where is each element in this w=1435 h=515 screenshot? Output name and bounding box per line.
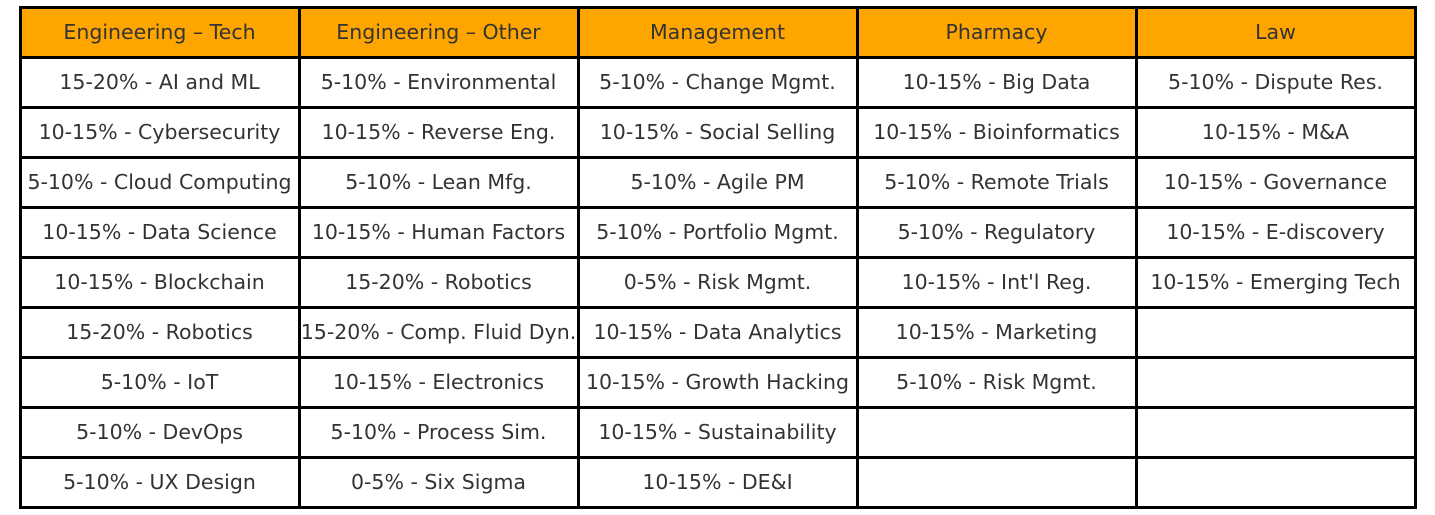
header-cell: Engineering – Other — [299, 7, 578, 57]
table-cell: 5-10% - DevOps — [20, 407, 299, 457]
grid-line-vertical — [576, 5, 580, 509]
grid-line-horizontal — [18, 455, 1417, 459]
table-cell: 10-15% - Governance — [1136, 157, 1415, 207]
table-cell — [1136, 407, 1415, 457]
table-cell — [1136, 307, 1415, 357]
table-cell: 10-15% - Growth Hacking — [578, 357, 857, 407]
grid-line-vertical — [18, 5, 22, 509]
table-cell: 10-15% - Marketing — [857, 307, 1136, 357]
table-cell: 10-15% - Social Selling — [578, 107, 857, 157]
grid-line-vertical — [1413, 5, 1417, 509]
table-cell: 10-15% - Big Data — [857, 57, 1136, 107]
grid-line-horizontal — [18, 155, 1417, 159]
table-cell — [1136, 357, 1415, 407]
grid-line-horizontal — [18, 405, 1417, 409]
table-cell: 10-15% - M&A — [1136, 107, 1415, 157]
table-cell: 5-10% - Agile PM — [578, 157, 857, 207]
grid-line-horizontal — [18, 355, 1417, 359]
table-cell: 10-15% - Human Factors — [299, 207, 578, 257]
table-cell: 0-5% - Six Sigma — [299, 457, 578, 507]
table-cell: 10-15% - Blockchain — [20, 257, 299, 307]
grid-line-horizontal — [18, 105, 1417, 109]
table-cell — [857, 457, 1136, 507]
table-cell: 10-15% - E-discovery — [1136, 207, 1415, 257]
table-cell: 10-15% - Data Analytics — [578, 307, 857, 357]
table-cell: 15-20% - Comp. Fluid Dyn. — [299, 307, 578, 357]
table-cell: 10-15% - Electronics — [299, 357, 578, 407]
table-cell: 15-20% - Robotics — [20, 307, 299, 357]
header-cell: Law — [1136, 7, 1415, 57]
table-cell: 5-10% - Cloud Computing — [20, 157, 299, 207]
grid-line-horizontal — [18, 255, 1417, 259]
table-cell: 5-10% - Environmental — [299, 57, 578, 107]
table-cell: 5-10% - Risk Mgmt. — [857, 357, 1136, 407]
header-cell: Management — [578, 7, 857, 57]
table-cell: 10-15% - Data Science — [20, 207, 299, 257]
table-cell: 10-15% - Sustainability — [578, 407, 857, 457]
table-cell: 5-10% - Portfolio Mgmt. — [578, 207, 857, 257]
header-cell: Engineering – Tech — [20, 7, 299, 57]
table-cell: 15-20% - AI and ML — [20, 57, 299, 107]
table-cell: 5-10% - Process Sim. — [299, 407, 578, 457]
header-cell: Pharmacy — [857, 7, 1136, 57]
table-cell: 10-15% - Int'l Reg. — [857, 257, 1136, 307]
table-cell — [857, 407, 1136, 457]
table-cell: 5-10% - UX Design — [20, 457, 299, 507]
grid-line-vertical — [297, 5, 301, 509]
grid-line-horizontal — [18, 205, 1417, 209]
table-cell: 5-10% - IoT — [20, 357, 299, 407]
table-cell: 5-10% - Lean Mfg. — [299, 157, 578, 207]
skills-table: Engineering – Tech Engineering – Other Man… — [18, 5, 1417, 509]
grid-line-vertical — [855, 5, 859, 509]
grid-line-horizontal — [18, 55, 1417, 59]
table-cell: 10-15% - DE&I — [578, 457, 857, 507]
table-cell: 5-10% - Regulatory — [857, 207, 1136, 257]
grid-line-horizontal — [18, 505, 1417, 509]
table-cell: 0-5% - Risk Mgmt. — [578, 257, 857, 307]
table-cell: 10-15% - Bioinformatics — [857, 107, 1136, 157]
table-cell: 10-15% - Reverse Eng. — [299, 107, 578, 157]
table-cell: 5-10% - Change Mgmt. — [578, 57, 857, 107]
table-cell: 5-10% - Dispute Res. — [1136, 57, 1415, 107]
grid-line-vertical — [1134, 5, 1138, 509]
table-cell: 5-10% - Remote Trials — [857, 157, 1136, 207]
table-cell: 10-15% - Emerging Tech — [1136, 257, 1415, 307]
table-cell — [1136, 457, 1415, 507]
table-cell: 15-20% - Robotics — [299, 257, 578, 307]
table-cell: 10-15% - Cybersecurity — [20, 107, 299, 157]
grid-line-horizontal — [18, 5, 1417, 9]
grid-line-horizontal — [18, 305, 1417, 309]
